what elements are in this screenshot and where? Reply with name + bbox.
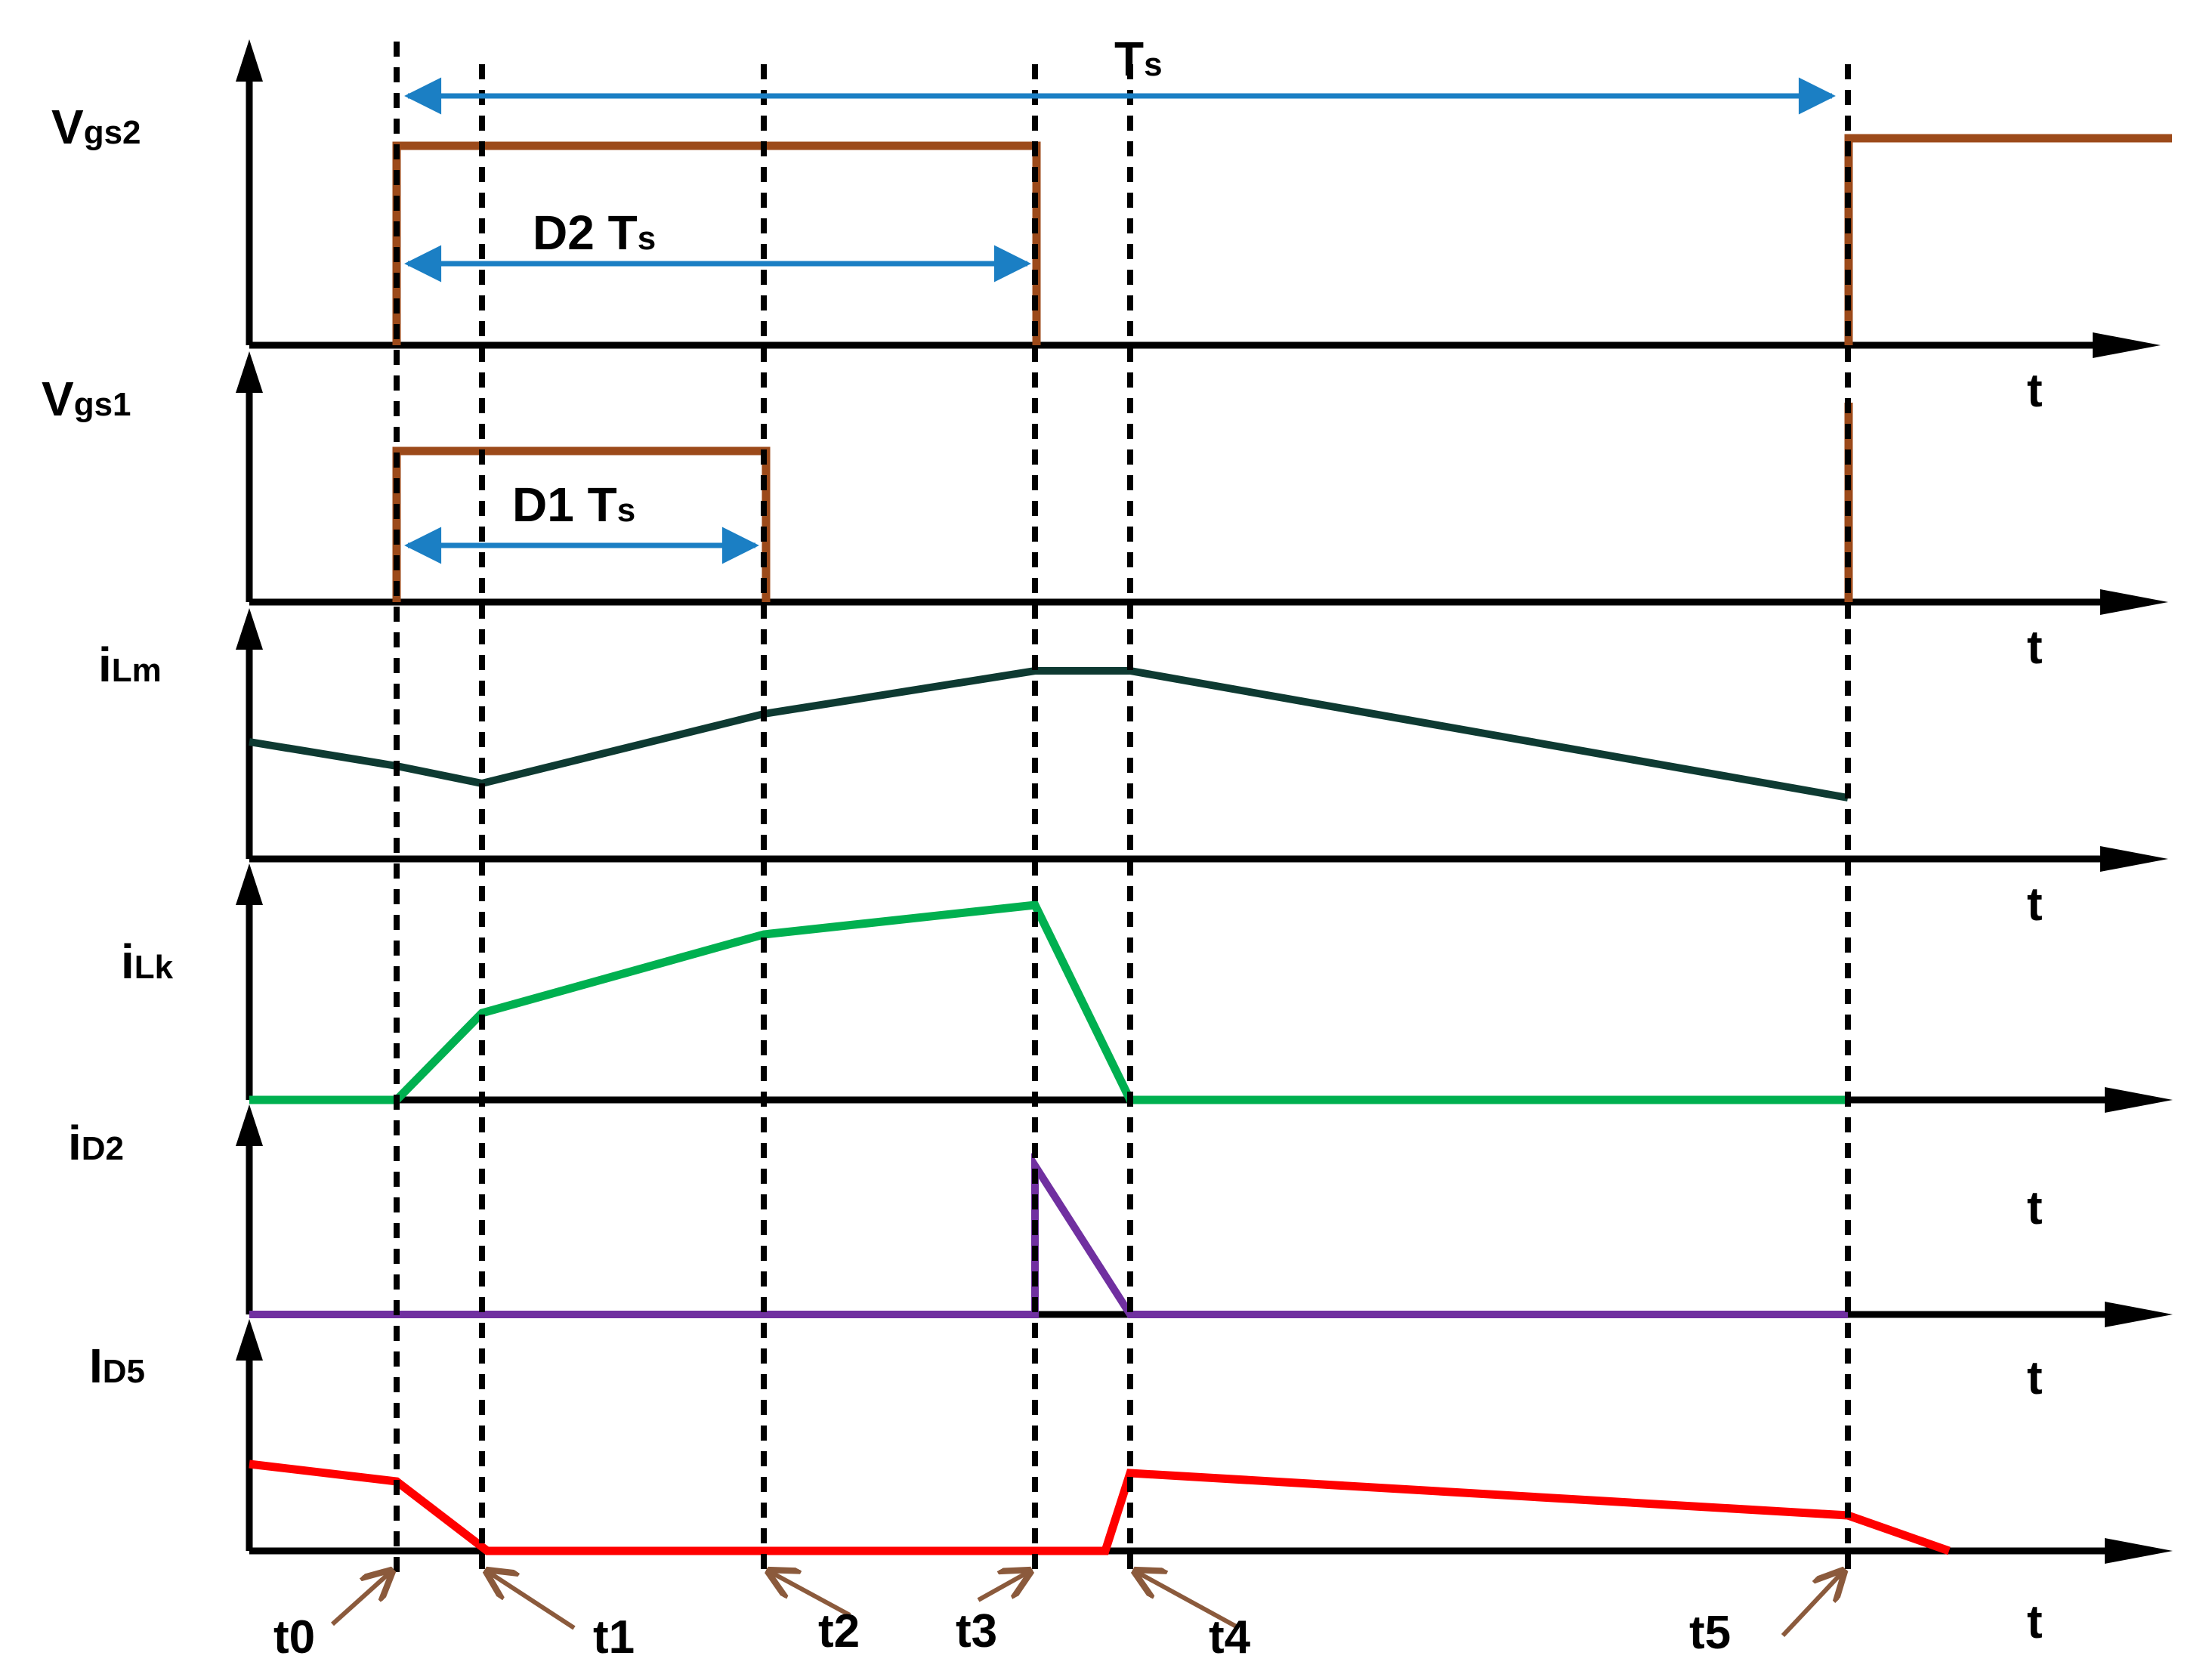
time-marker-pointers: [330, 1571, 1843, 1638]
vgs2-waveform: [392, 134, 2172, 345]
id5-waveform: [249, 1460, 1951, 1555]
vgs2-label: Vgs2: [51, 100, 141, 154]
y-axis-arrowheads: [236, 39, 263, 1361]
ilm-label: iLm: [98, 638, 162, 692]
t3-label: t3: [956, 1605, 997, 1657]
id2-label: iD2: [68, 1116, 124, 1170]
ilk-label: iLk: [121, 934, 174, 989]
d1ts-label: D1 Ts: [512, 477, 635, 532]
svg-text:t: t: [2027, 365, 2043, 417]
t2-label: t2: [818, 1605, 860, 1657]
svg-text:t: t: [2027, 1596, 2043, 1648]
ilk-waveform: [249, 900, 1848, 1104]
svg-text:t: t: [2027, 879, 2043, 931]
t4-label: t4: [1209, 1611, 1251, 1663]
t1-label: t1: [593, 1611, 635, 1663]
ilm-waveform: [249, 667, 1849, 802]
id2-waveform: [249, 1152, 1848, 1318]
svg-text:t: t: [2027, 1352, 2043, 1404]
svg-text:t: t: [2027, 622, 2043, 674]
time-axis-arrowheads: [2093, 332, 2173, 1564]
t0-label: t0: [273, 1611, 315, 1663]
axis-t-labels: t t t t t t: [2027, 365, 2043, 1648]
vgs1-label: Vgs1: [42, 372, 131, 426]
time-marker-lines: [394, 42, 1851, 1579]
t5-label: t5: [1689, 1607, 1731, 1659]
time-marker-labels: t0 t1 t2 t3 t4 t5: [273, 1605, 1731, 1663]
ts-label: Ts: [1114, 32, 1163, 86]
d2ts-label: D2 Ts: [533, 205, 656, 260]
id5-label: ID5: [89, 1339, 145, 1393]
svg-text:t: t: [2027, 1182, 2043, 1234]
